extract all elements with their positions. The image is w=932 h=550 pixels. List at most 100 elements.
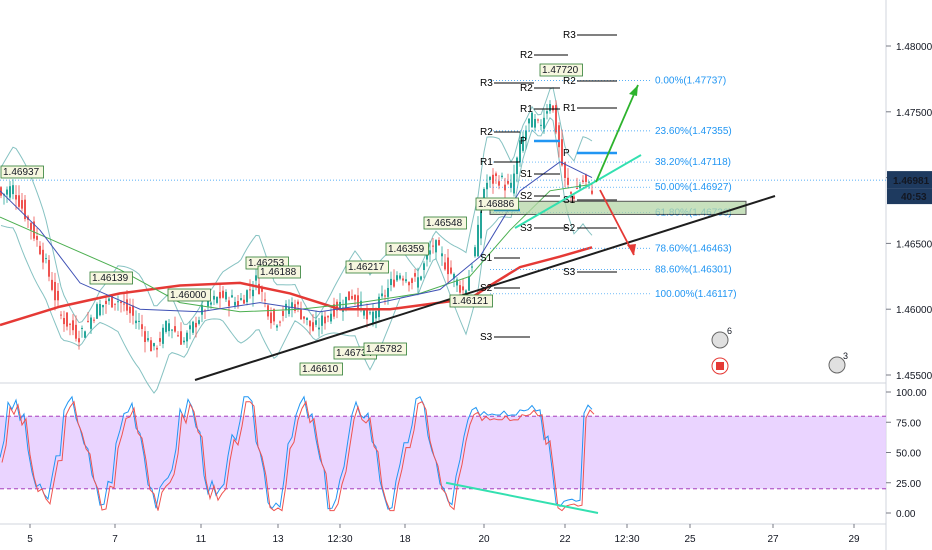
candle-body xyxy=(15,194,17,200)
candle-body xyxy=(195,322,197,328)
candle-body xyxy=(468,276,470,291)
price-label-text: 1.46734 xyxy=(336,348,373,359)
candle-body xyxy=(162,327,164,344)
arrow-up xyxy=(595,84,639,183)
price-tick-label: 1.45500 xyxy=(896,371,932,382)
candle-body xyxy=(87,320,89,322)
candle-body xyxy=(174,326,176,332)
price-label-box xyxy=(89,271,133,285)
candle-body xyxy=(510,182,512,188)
candle-body xyxy=(45,258,47,260)
candle-body xyxy=(363,310,365,316)
candle-body xyxy=(183,340,185,343)
candle-body xyxy=(6,189,8,195)
candle-body xyxy=(447,257,449,275)
calendar-event-icon xyxy=(828,356,846,374)
candle-body xyxy=(321,315,323,326)
candle-body xyxy=(120,301,122,304)
candle-body xyxy=(288,307,290,314)
time-tick-label: 18 xyxy=(399,534,411,545)
candle-body xyxy=(36,236,38,240)
pivot-label: P xyxy=(563,148,570,159)
candle-body xyxy=(489,176,491,180)
candle-body xyxy=(471,266,473,268)
pivot-label: R3 xyxy=(480,78,493,89)
candle-body xyxy=(318,327,320,330)
candle-body xyxy=(435,240,437,253)
candle-body xyxy=(387,287,389,297)
candle-body xyxy=(48,259,50,277)
candle-body xyxy=(168,323,170,332)
pivot-label: R2 xyxy=(480,127,493,138)
candle-body xyxy=(72,320,74,331)
candle-body xyxy=(189,325,191,330)
pivot-label: R1 xyxy=(563,103,576,114)
candle-body xyxy=(402,278,404,281)
candle-body xyxy=(114,303,116,305)
stochastic-oscillator xyxy=(0,395,886,514)
candle-body xyxy=(108,298,110,302)
price-label-text: 1.46253 xyxy=(248,258,285,269)
candle-body xyxy=(501,175,503,178)
calendar-event-icon xyxy=(711,331,729,349)
candle-body xyxy=(144,331,146,342)
candle-body xyxy=(384,295,386,297)
candle-body xyxy=(354,295,356,301)
oscillator-band xyxy=(0,416,886,489)
ma-blue xyxy=(0,161,593,313)
candle-body xyxy=(348,291,350,301)
arrow-down xyxy=(599,189,635,256)
candle-body xyxy=(369,312,371,314)
candle-body xyxy=(423,263,425,270)
pivot-label: R2 xyxy=(563,76,576,87)
osc-tick-label: 75.00 xyxy=(896,418,921,429)
flag-mark xyxy=(716,362,724,370)
candle-body xyxy=(150,340,152,352)
countdown-label: 40:53 xyxy=(901,192,927,203)
arrow-up-head xyxy=(629,85,638,96)
candle-body xyxy=(549,104,551,112)
support-zone xyxy=(489,200,747,215)
candle-body xyxy=(372,311,374,323)
time-tick-label: 20 xyxy=(478,534,490,545)
price-label-box xyxy=(0,165,44,179)
candle-body xyxy=(153,343,155,347)
candle-body xyxy=(33,221,35,239)
ma-green xyxy=(0,183,593,313)
candle-body xyxy=(222,290,224,298)
candle-body xyxy=(9,186,11,198)
price-label-box xyxy=(423,216,467,230)
candle-body xyxy=(231,295,233,298)
candle-body xyxy=(243,299,245,304)
pivot-label: S2 xyxy=(563,223,576,234)
fib-label: 23.60%(1.47355) xyxy=(655,126,732,137)
pivot-label: P xyxy=(520,136,527,147)
candle-body xyxy=(213,295,215,300)
candle-body xyxy=(315,320,317,325)
candle-body xyxy=(381,293,383,297)
price-label-text: 1.46359 xyxy=(388,244,425,255)
candle-body xyxy=(555,105,557,133)
candle-body xyxy=(345,296,347,310)
candle-body xyxy=(261,288,263,292)
candle-body xyxy=(585,174,587,182)
stoch-k-line xyxy=(0,395,593,510)
candle-body xyxy=(531,112,533,128)
candle-body xyxy=(129,306,131,314)
trend-drawings xyxy=(194,84,776,381)
candle-body xyxy=(519,140,521,163)
pivot-label: R2 xyxy=(520,83,533,94)
candle-body xyxy=(252,289,254,297)
candle-body xyxy=(39,245,41,255)
candle-body xyxy=(78,338,80,343)
candle-body xyxy=(486,182,488,190)
current-price-tag xyxy=(887,171,932,189)
stoch-d-line xyxy=(1,400,595,512)
candle-body xyxy=(171,329,173,331)
price-label-box xyxy=(299,362,343,376)
price-label-text: 1.46139 xyxy=(92,273,129,284)
candle-body xyxy=(186,332,188,342)
candle-body xyxy=(570,192,572,194)
candle-body xyxy=(456,279,458,286)
